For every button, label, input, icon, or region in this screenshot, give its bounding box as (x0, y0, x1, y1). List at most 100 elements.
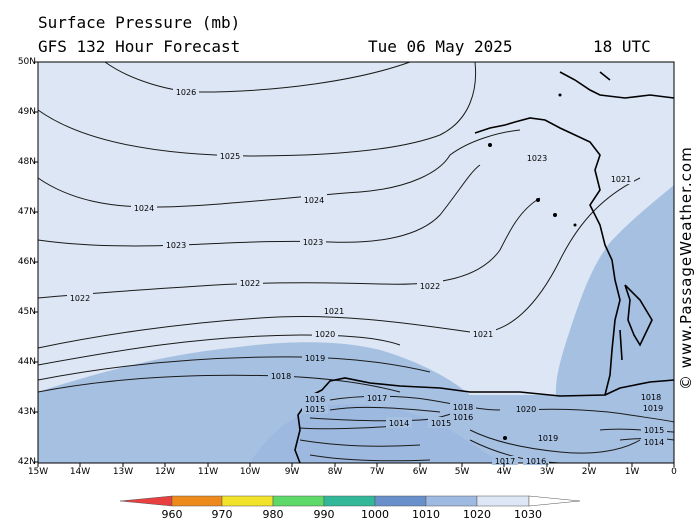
svg-text:1018: 1018 (271, 372, 291, 381)
svg-text:1016: 1016 (305, 395, 325, 404)
lon-tick-label: 15W (27, 467, 49, 477)
lat-tick-label: 44N (17, 357, 36, 367)
isobar-label: 1015 (428, 417, 454, 428)
isobar-label: 1023 (300, 236, 326, 247)
lon-tick-label: 5W (454, 467, 470, 477)
isobar-label: 1014 (641, 436, 667, 447)
svg-text:1020: 1020 (315, 330, 335, 339)
colorbar-arrow-low (119, 495, 173, 507)
isobar-label: 1019 (535, 432, 561, 443)
svg-text:1022: 1022 (70, 294, 90, 303)
pressure-band-1010-1020-east (555, 185, 674, 395)
isobar-label: 1023 (163, 239, 189, 250)
colorbar-tick: 960 (161, 508, 183, 521)
isobar-label: 1022 (67, 292, 93, 303)
pressure-band-low-south (250, 404, 500, 463)
lat-tick-label: 50N (17, 57, 36, 67)
lon-tick-label: 9W (284, 467, 300, 477)
lon-tick-label: 4W (496, 467, 512, 477)
isobar-label: 1024 (131, 202, 157, 213)
lon-tick-label: 12W (154, 467, 176, 477)
islands (488, 93, 577, 440)
lon-tick-label: 7W (369, 467, 385, 477)
colorbar-segment (171, 495, 223, 507)
colorbar-tick: 1020 (463, 508, 491, 521)
svg-text:1019: 1019 (305, 354, 325, 363)
svg-text:1015: 1015 (644, 426, 664, 435)
svg-text:1015: 1015 (431, 419, 451, 428)
lon-tick-label: 2W (581, 467, 597, 477)
lon-tick-label: 10W (239, 467, 261, 477)
isobar-label: 1026 (173, 86, 199, 97)
isobar-label: 1021 (470, 328, 496, 339)
svg-text:1021: 1021 (324, 307, 344, 316)
svg-text:1020: 1020 (516, 405, 536, 414)
colorbar (119, 495, 581, 507)
isobar-label: 1022 (237, 277, 263, 288)
isobar-label: 1017 (364, 392, 390, 403)
isobar-label: 1019 (302, 352, 328, 363)
isobar-label: 1015 (302, 403, 328, 414)
svg-text:1014: 1014 (389, 419, 409, 428)
lat-tick-label: 48N (17, 157, 36, 167)
lon-tick-label: 11W (197, 467, 219, 477)
lat-tick-label: 46N (17, 257, 36, 267)
svg-text:1015: 1015 (305, 405, 325, 414)
svg-text:1024: 1024 (304, 196, 324, 205)
isobar-label: 1018 (450, 401, 476, 412)
colorbar-arrow-high (528, 495, 581, 507)
forecast-subtitle: GFS 132 Hour Forecast (38, 37, 241, 56)
svg-text:1023: 1023 (527, 154, 547, 163)
isobar-label: 1023 (524, 152, 550, 163)
isobar-label: 1024 (301, 194, 327, 205)
svg-text:1023: 1023 (303, 238, 323, 247)
isobar-label: 1021 (608, 173, 634, 184)
isobar-label: 1016 (523, 455, 549, 466)
svg-text:1014: 1014 (644, 438, 664, 447)
lon-tick-label: 14W (69, 467, 91, 477)
lat-tick-label: 43N (17, 407, 36, 417)
svg-text:1018: 1018 (453, 403, 473, 412)
isobar-label: 1020 (513, 403, 539, 414)
colorbar-tick: 1010 (412, 508, 440, 521)
svg-text:1016: 1016 (453, 413, 473, 422)
colorbar-tick: 1000 (361, 508, 389, 521)
isobar-label: 1016 (450, 411, 476, 422)
colorbar-segment (425, 495, 478, 507)
colorbar-tick: 980 (262, 508, 284, 521)
lon-tick-label: 6W (412, 467, 428, 477)
site-credit: © www.PassageWeather.com (677, 146, 695, 390)
svg-text:1016: 1016 (526, 457, 546, 466)
isobar-label: 1020 (312, 328, 338, 339)
map-title: Surface Pressure (mb) (38, 13, 241, 32)
isobar-label: 1018 (268, 370, 294, 381)
isobar-label: 1017 (492, 456, 518, 466)
colorbar-segment (374, 495, 427, 507)
svg-text:1017: 1017 (495, 457, 515, 466)
isobar-label: 1019 (640, 402, 666, 413)
colorbar-segment (272, 495, 325, 507)
svg-text:1021: 1021 (473, 330, 493, 339)
svg-text:1023: 1023 (166, 241, 186, 250)
forecast-time: 18 UTC (593, 37, 651, 56)
isobar-label: 1014 (386, 417, 412, 428)
svg-text:1022: 1022 (240, 279, 260, 288)
svg-text:1017: 1017 (367, 394, 387, 403)
svg-text:1024: 1024 (134, 204, 154, 213)
colorbar-segment (323, 495, 376, 507)
svg-text:1021: 1021 (611, 175, 631, 184)
colorbar-segment (221, 495, 274, 507)
lon-tick-label: 1W (624, 467, 640, 477)
svg-text:1019: 1019 (538, 434, 558, 443)
lon-tick-label: 3W (539, 467, 555, 477)
axis-ticks (34, 61, 675, 467)
isobar-label: 1018 (638, 391, 664, 402)
isobar-label: 1016 (302, 393, 328, 404)
colorbar-tick: 1030 (514, 508, 542, 521)
lat-tick-label: 49N (17, 107, 36, 117)
lon-tick-label: 0 (671, 467, 677, 477)
svg-text:1025: 1025 (220, 152, 240, 161)
colorbar-tick: 990 (313, 508, 335, 521)
isobar-label: 1015 (641, 424, 667, 435)
